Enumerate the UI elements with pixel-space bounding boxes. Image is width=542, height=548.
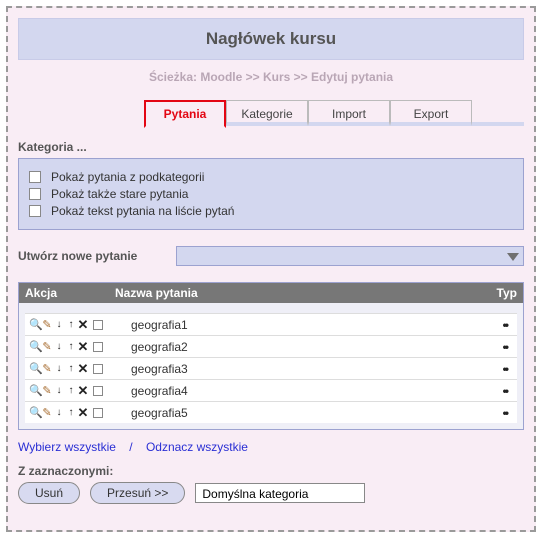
- tab-pytania[interactable]: Pytania: [144, 100, 226, 128]
- table-row: 🔍✎↓↑✕geografia5••: [25, 401, 517, 423]
- question-type-icon: ••: [473, 384, 513, 398]
- bulk-actions-row: Z zaznaczonymi:: [18, 464, 524, 478]
- row-actions: 🔍✎↓↑✕: [29, 317, 119, 333]
- th-type: Typ: [477, 286, 517, 300]
- question-type-select[interactable]: [176, 246, 524, 266]
- deselect-all-link[interactable]: Odznacz wszystkie: [146, 440, 248, 454]
- tab-tail-spacer: [472, 122, 524, 126]
- table-head: Akcja Nazwa pytania Typ: [19, 283, 523, 303]
- preview-icon[interactable]: 🔍: [29, 340, 41, 353]
- move-down-icon[interactable]: ↓: [53, 407, 65, 418]
- edit-icon[interactable]: ✎: [41, 384, 53, 397]
- question-type-icon: ••: [473, 318, 513, 332]
- preview-icon[interactable]: 🔍: [29, 384, 41, 397]
- breadcrumb: Ścieżka: Moodle >> Kurs >> Edytuj pytani…: [18, 70, 524, 84]
- move-up-icon[interactable]: ↑: [65, 341, 77, 352]
- option-row: Pokaż pytania z podkategorii: [29, 170, 513, 184]
- option-label: Pokaż także stare pytania: [51, 187, 188, 201]
- question-name: geografia5: [119, 406, 473, 420]
- move-down-icon[interactable]: ↓: [53, 319, 65, 330]
- th-name: Nazwa pytania: [115, 286, 477, 300]
- move-down-icon[interactable]: ↓: [53, 341, 65, 352]
- delete-icon[interactable]: ✕: [77, 383, 89, 399]
- table-row: 🔍✎↓↑✕geografia3••: [25, 357, 517, 379]
- move-down-icon[interactable]: ↓: [53, 385, 65, 396]
- th-action: Akcja: [25, 286, 115, 300]
- bulk-label: Z zaznaczonymi:: [18, 464, 128, 478]
- option-row: Pokaż także stare pytania: [29, 187, 513, 201]
- question-name: geografia1: [119, 318, 473, 332]
- select-links: Wybierz wszystkie / Odznacz wszystkie: [18, 440, 524, 454]
- row-checkbox[interactable]: [93, 320, 103, 330]
- preview-icon[interactable]: 🔍: [29, 318, 41, 331]
- category-options: Pokaż pytania z podkategorii Pokaż także…: [18, 158, 524, 230]
- row-actions: 🔍✎↓↑✕: [29, 339, 119, 355]
- move-button[interactable]: Przesuń >>: [90, 482, 185, 504]
- question-name: geografia4: [119, 384, 473, 398]
- table-body: 🔍✎↓↑✕geografia1••🔍✎↓↑✕geografia2••🔍✎↓↑✕g…: [19, 303, 523, 429]
- question-type-icon: ••: [473, 340, 513, 354]
- move-down-icon[interactable]: ↓: [53, 363, 65, 374]
- link-separator: /: [129, 440, 132, 454]
- create-question-label: Utwórz nowe pytanie: [18, 249, 176, 263]
- delete-button[interactable]: Usuń: [18, 482, 80, 504]
- move-up-icon[interactable]: ↑: [65, 319, 77, 330]
- row-checkbox[interactable]: [93, 342, 103, 352]
- select-all-link[interactable]: Wybierz wszystkie: [18, 440, 116, 454]
- delete-icon[interactable]: ✕: [77, 339, 89, 355]
- row-actions: 🔍✎↓↑✕: [29, 361, 119, 377]
- option-label: Pokaż tekst pytania na liście pytań: [51, 204, 234, 218]
- move-up-icon[interactable]: ↑: [65, 363, 77, 374]
- table-row: 🔍✎↓↑✕geografia1••: [25, 313, 517, 335]
- question-name: geografia3: [119, 362, 473, 376]
- checkbox[interactable]: [29, 205, 41, 217]
- page-frame: Nagłówek kursu Ścieżka: Moodle >> Kurs >…: [6, 6, 536, 532]
- row-actions: 🔍✎↓↑✕: [29, 405, 119, 421]
- move-up-icon[interactable]: ↑: [65, 385, 77, 396]
- category-label: Kategoria ...: [18, 140, 524, 154]
- bulk-buttons-row: Usuń Przesuń >> Domyślna kategoria: [18, 482, 524, 504]
- target-category-field[interactable]: Domyślna kategoria: [195, 483, 365, 503]
- tab-export[interactable]: Export: [390, 100, 472, 126]
- tab-import[interactable]: Import: [308, 100, 390, 126]
- tab-lead-spacer: [18, 122, 144, 126]
- move-up-icon[interactable]: ↑: [65, 407, 77, 418]
- option-label: Pokaż pytania z podkategorii: [51, 170, 204, 184]
- edit-icon[interactable]: ✎: [41, 362, 53, 375]
- row-actions: 🔍✎↓↑✕: [29, 383, 119, 399]
- question-name: geografia2: [119, 340, 473, 354]
- row-checkbox[interactable]: [93, 364, 103, 374]
- table-row: 🔍✎↓↑✕geografia2••: [25, 335, 517, 357]
- row-checkbox[interactable]: [93, 408, 103, 418]
- row-checkbox[interactable]: [93, 386, 103, 396]
- questions-table: Akcja Nazwa pytania Typ 🔍✎↓↑✕geografia1•…: [18, 282, 524, 430]
- table-row: 🔍✎↓↑✕geografia4••: [25, 379, 517, 401]
- edit-icon[interactable]: ✎: [41, 406, 53, 419]
- tabs: Pytania Kategorie Import Export: [18, 98, 524, 126]
- delete-icon[interactable]: ✕: [77, 317, 89, 333]
- question-type-icon: ••: [473, 406, 513, 420]
- delete-icon[interactable]: ✕: [77, 361, 89, 377]
- checkbox[interactable]: [29, 171, 41, 183]
- checkbox[interactable]: [29, 188, 41, 200]
- preview-icon[interactable]: 🔍: [29, 406, 41, 419]
- question-type-icon: ••: [473, 362, 513, 376]
- option-row: Pokaż tekst pytania na liście pytań: [29, 204, 513, 218]
- tab-kategorie[interactable]: Kategorie: [226, 100, 308, 126]
- delete-icon[interactable]: ✕: [77, 405, 89, 421]
- edit-icon[interactable]: ✎: [41, 318, 53, 331]
- preview-icon[interactable]: 🔍: [29, 362, 41, 375]
- edit-icon[interactable]: ✎: [41, 340, 53, 353]
- page-title: Nagłówek kursu: [18, 18, 524, 60]
- create-question-row: Utwórz nowe pytanie: [18, 246, 524, 266]
